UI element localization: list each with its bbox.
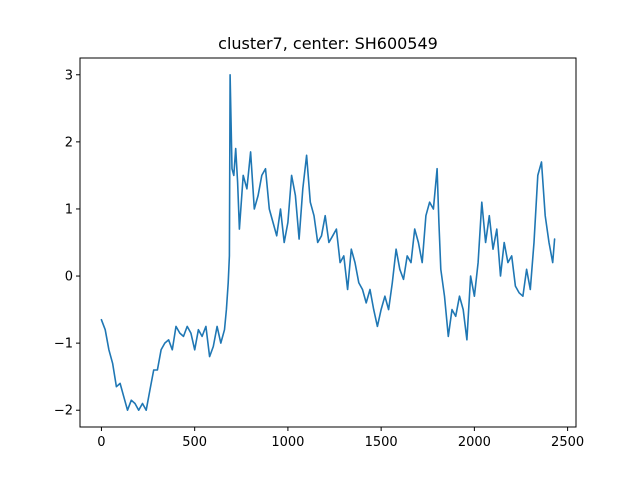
chart-title: cluster7, center: SH600549 [218,34,438,53]
x-axis: 0 500 1000 1500 2000 2500 [97,427,584,450]
x-tick-label: 1500 [365,435,398,450]
series-line-0 [100,74,556,412]
y-tick-label: 2 [65,135,73,150]
x-tick-label: 2500 [551,435,584,450]
y-tick-label: −2 [54,404,73,419]
y-tick-label: −1 [54,337,73,352]
y-tick-label: 1 [65,202,73,217]
y-axis: 3 2 1 0 −1 −2 [54,68,80,419]
x-tick-label: 0 [97,435,105,450]
plot-area [100,74,556,412]
x-tick-label: 500 [182,435,207,450]
axes-frame [79,57,577,428]
y-tick-label: 0 [65,270,73,285]
x-tick-label: 1000 [271,435,304,450]
y-tick-label: 3 [65,68,73,83]
x-tick-label: 2000 [458,435,491,450]
